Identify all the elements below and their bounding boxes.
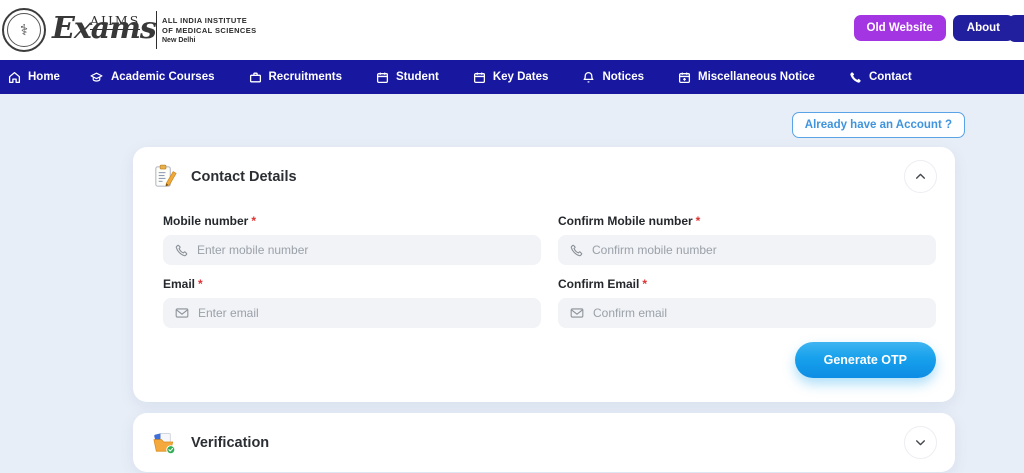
confirm-email-inputbox [558, 298, 936, 328]
confirm-email-field-group: Confirm Email * [558, 277, 936, 328]
required-asterisk: * [198, 277, 203, 291]
generate-otp-button[interactable]: Generate OTP [794, 342, 936, 378]
mobile-number-label: Mobile number * [163, 214, 257, 228]
contact-form: Mobile number* Confirm Mobile number* Em… [133, 206, 955, 402]
required-asterisk: * [695, 214, 701, 228]
verification-card: Verification [133, 413, 955, 472]
contact-details-header[interactable]: Contact Details [133, 147, 955, 206]
contact-details-collapse-button[interactable] [904, 160, 937, 193]
email-inputbox [163, 298, 541, 328]
nav-item-home[interactable]: Home [8, 60, 72, 94]
confirm-mobile-field-group: Confirm Mobile number * [558, 214, 936, 265]
top-header: ⚕ AIIMS Exams ALL INDIA INSTITUTE OF MED… [0, 0, 1024, 60]
confirm-email-input[interactable] [593, 306, 926, 320]
contact-details-card: Contact Details Mobile number* Confirm M… [133, 147, 955, 402]
chevron-up-icon [916, 173, 925, 179]
brand-acronym: AIIMS [90, 13, 141, 30]
nav-item-contact[interactable]: Contact [832, 60, 929, 94]
account-prompt-row: Already have an Account ? [0, 112, 1024, 138]
nav-item-academic-courses[interactable]: Academic Courses [72, 60, 232, 94]
verification-title: Verification [191, 434, 270, 451]
mail-icon [570, 308, 584, 318]
phone-icon [175, 244, 188, 256]
org-name-block: ALL INDIA INSTITUTE OF MEDICAL SCIENCES … [156, 11, 257, 49]
verification-expand-button[interactable] [904, 426, 937, 459]
bell-icon [583, 71, 594, 83]
brand-wordmark: AIIMS Exams [52, 7, 157, 53]
clipboard-pencil-icon [155, 164, 177, 187]
email-input[interactable] [198, 306, 531, 320]
required-asterisk: * [251, 214, 257, 228]
briefcase-icon [249, 72, 261, 82]
phone-icon [850, 71, 861, 83]
phone-icon [570, 244, 583, 256]
contact-details-title: Contact Details [191, 168, 297, 185]
mobile-number-inputbox [163, 235, 541, 265]
cutoff-edge-button[interactable] [1008, 15, 1024, 42]
old-website-button[interactable]: Old Website [853, 15, 946, 41]
about-button[interactable]: About [952, 15, 1014, 41]
mobile-number-input[interactable] [197, 243, 531, 257]
confirm-email-label: Confirm Email * [558, 277, 648, 291]
confirm-mobile-inputbox [558, 235, 936, 265]
mobile-number-field-group: Mobile number * [163, 214, 541, 265]
main-navbar: Home Academic Courses Recruitments Stude… [0, 60, 1024, 94]
calendar-plus-icon [678, 72, 691, 83]
confirm-mobile-label: Confirm Mobile number * [558, 214, 701, 228]
brand-script: Exams [52, 11, 157, 46]
calendar-icon [376, 72, 389, 83]
chevron-down-icon [916, 440, 925, 446]
confirm-mobile-input[interactable] [592, 243, 926, 257]
verification-header[interactable]: Verification [133, 413, 955, 472]
calendar-icon [473, 72, 485, 83]
nav-item-recruitments[interactable]: Recruitments [232, 60, 360, 94]
nav-item-miscellaneous-notice[interactable]: Miscellaneous Notice [661, 60, 832, 94]
mail-icon [175, 308, 189, 318]
nav-item-key-dates[interactable]: Key Dates [456, 60, 566, 94]
home-icon [8, 71, 21, 83]
graduation-cap-icon [90, 72, 103, 82]
email-label: Email * [163, 277, 203, 291]
page-content: Already have an Account ? Contact Detail… [0, 94, 1024, 473]
folder-check-icon [153, 432, 176, 455]
aiims-emblem-icon: ⚕ [2, 8, 46, 52]
nav-item-student[interactable]: Student [359, 60, 456, 94]
nav-item-notices[interactable]: Notices [565, 60, 661, 94]
already-have-account-button[interactable]: Already have an Account ? [791, 112, 965, 138]
header-actions: Old Website About [853, 15, 1024, 42]
required-asterisk: * [642, 277, 648, 291]
email-field-group: Email * [163, 277, 541, 328]
aiims-exams-logo: ⚕ AIIMS Exams ALL INDIA INSTITUTE OF MED… [2, 7, 257, 53]
